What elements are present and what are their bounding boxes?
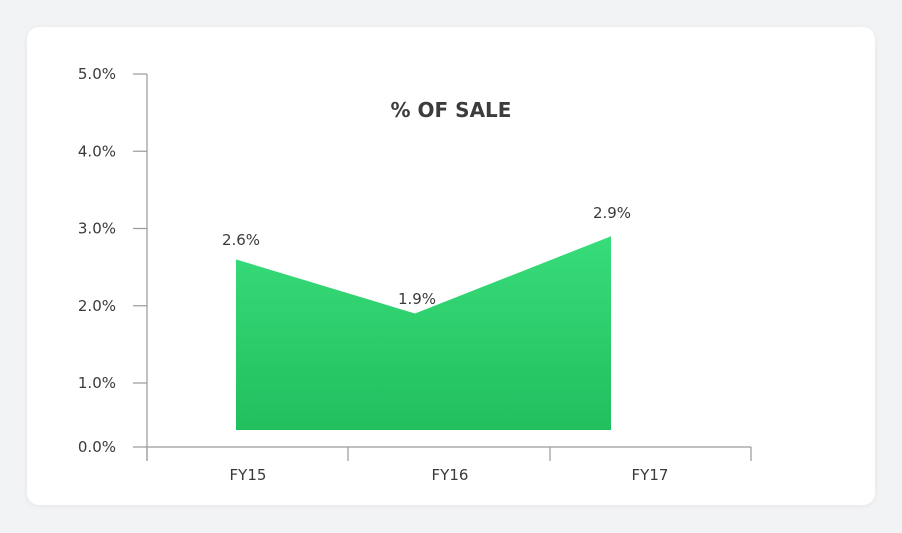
y-tick-label: 1.0%	[78, 374, 116, 392]
y-tick-label: 2.0%	[78, 297, 116, 315]
x-tick-label: FY17	[632, 466, 669, 484]
y-tick-label: 0.0%	[78, 438, 116, 456]
y-tick-label: 3.0%	[78, 220, 116, 238]
x-tick-label: FY15	[230, 466, 267, 484]
data-label: 2.6%	[222, 231, 260, 249]
y-tick-label: 5.0%	[78, 65, 116, 83]
chart-title: % OF SALE	[391, 98, 512, 122]
data-label: 2.9%	[593, 204, 631, 222]
y-tick-label: 4.0%	[78, 142, 116, 160]
data-label: 1.9%	[398, 290, 436, 308]
area-series	[236, 236, 611, 430]
x-tick-label: FY16	[432, 466, 469, 484]
